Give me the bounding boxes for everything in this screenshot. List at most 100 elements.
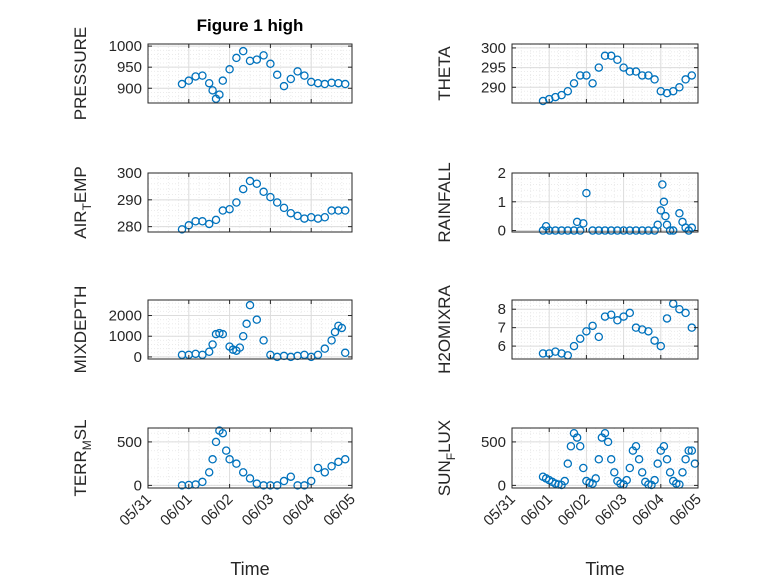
- data-point: [340, 455, 350, 464]
- data-point: [610, 468, 619, 477]
- data-point: [266, 59, 275, 69]
- data-point: [661, 211, 670, 221]
- data-point: [687, 446, 697, 455]
- y-tick-label: 0: [134, 477, 142, 494]
- data-point: [687, 71, 697, 80]
- y-axis-label: TERRMSL: [71, 419, 94, 496]
- data-point: [245, 474, 255, 483]
- data-point: [675, 304, 684, 314]
- data-point: [600, 428, 610, 438]
- data-point: [272, 198, 282, 207]
- data-point: [177, 225, 187, 234]
- y-tick-label: 295: [481, 60, 506, 77]
- data-point: [613, 55, 622, 64]
- data-point: [221, 446, 231, 455]
- data-point: [662, 455, 672, 464]
- axes-box: [511, 43, 699, 104]
- data-point: [662, 314, 672, 323]
- data-point: [575, 71, 585, 80]
- data-point: [215, 90, 224, 99]
- y-tick-label: 290: [117, 192, 142, 209]
- data-point: [594, 226, 604, 235]
- data-point: [656, 341, 666, 351]
- data-point: [678, 468, 687, 477]
- data-point: [650, 75, 659, 84]
- data-point: [631, 442, 641, 451]
- y-tick-label: 900: [117, 80, 142, 97]
- data-point: [204, 347, 214, 357]
- data-point: [313, 463, 323, 473]
- data-point: [232, 459, 241, 468]
- y-axis-label: MIXDEPTH: [71, 286, 90, 374]
- data-point: [613, 226, 622, 235]
- data-point: [184, 76, 194, 85]
- data-point: [208, 86, 217, 95]
- y-tick-label: 6: [498, 338, 506, 355]
- data-point: [637, 71, 647, 80]
- data-point: [588, 79, 597, 88]
- y-tick-label: 2: [498, 165, 506, 182]
- data-point: [619, 226, 628, 235]
- data-point: [266, 192, 275, 202]
- data-point: [238, 184, 248, 194]
- data-point: [544, 226, 554, 235]
- data-point: [603, 437, 613, 447]
- data-point: [218, 428, 228, 438]
- axes-box: [147, 43, 353, 104]
- data-point: [681, 455, 690, 464]
- data-point: [566, 442, 576, 451]
- data-point: [653, 220, 662, 230]
- y-tick-label: 0: [134, 349, 142, 366]
- y-tick-label: 300: [117, 165, 142, 182]
- y-tick-label: 0: [498, 477, 506, 494]
- data-point: [582, 188, 591, 198]
- data-point: [625, 308, 635, 318]
- data-point: [293, 67, 302, 76]
- data-point: [650, 475, 659, 485]
- axes-box: [511, 427, 699, 489]
- data-point: [591, 474, 600, 483]
- y-tick-label: 2000: [109, 308, 142, 325]
- data-point: [259, 51, 268, 60]
- data-point: [658, 180, 667, 189]
- data-point: [644, 327, 653, 336]
- y-tick-label: 950: [117, 59, 142, 76]
- data-point: [557, 226, 566, 235]
- data-point: [668, 226, 678, 235]
- data-point: [665, 468, 675, 477]
- data-point: [242, 319, 251, 329]
- data-point: [572, 433, 582, 442]
- x-axis-label: Time: [230, 559, 269, 579]
- data-point: [238, 331, 248, 341]
- data-point: [340, 206, 350, 215]
- data-point: [569, 226, 579, 235]
- data-point: [575, 226, 585, 235]
- y-tick-label: 500: [481, 434, 506, 451]
- data-point: [656, 206, 666, 215]
- data-point: [594, 455, 604, 464]
- data-point: [232, 53, 241, 63]
- data-point: [279, 476, 289, 486]
- axes-box: [147, 172, 353, 233]
- data-point: [218, 329, 228, 339]
- data-point: [225, 455, 234, 464]
- data-point: [563, 226, 573, 235]
- data-point: [300, 71, 309, 80]
- y-tick-label: 8: [498, 301, 506, 318]
- data-point: [582, 327, 591, 336]
- data-point: [286, 472, 296, 481]
- data-point: [177, 79, 187, 89]
- data-point: [337, 323, 347, 333]
- data-point: [644, 71, 653, 80]
- data-point: [625, 67, 635, 76]
- y-axis-label: SUNFLUX: [435, 420, 458, 496]
- data-point: [320, 344, 330, 353]
- data-point: [582, 71, 591, 80]
- data-point: [575, 334, 585, 343]
- data-point: [225, 65, 234, 74]
- data-point: [198, 477, 207, 487]
- data-point: [211, 437, 221, 447]
- data-point: [644, 226, 653, 235]
- data-point: [215, 328, 224, 338]
- y-axis-label: AIRTEMP: [71, 166, 94, 239]
